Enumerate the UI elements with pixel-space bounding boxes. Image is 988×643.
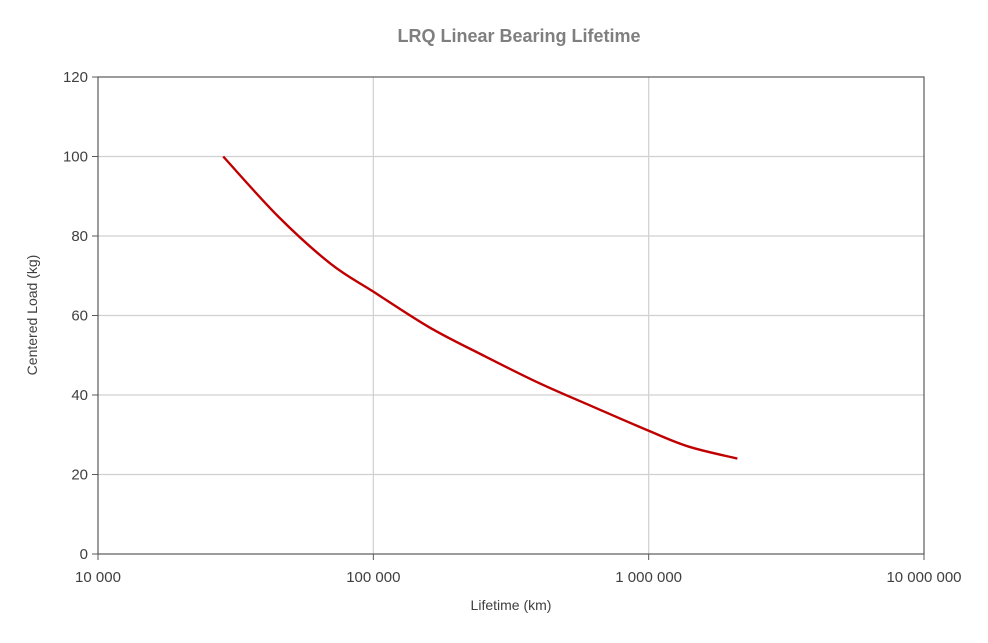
x-tick-label: 1 000 000 (615, 569, 682, 586)
series-layer (222, 155, 738, 460)
y-tick-label: 40 (71, 387, 88, 404)
x-tick-label: 100 000 (346, 569, 400, 586)
y-tick-label: 60 (71, 308, 88, 325)
y-tick-label: 20 (71, 467, 88, 484)
chart-title: LRQ Linear Bearing Lifetime (397, 26, 640, 46)
y-tick-label: 120 (63, 69, 88, 86)
tick-labels: 0 20 40 60 80 100 120 10 000 100 000 1 000 000 10 … (63, 69, 962, 586)
y-axis-label: Centered Load (kg) (24, 255, 40, 376)
x-tick-label: 10 000 (75, 569, 121, 586)
grid (98, 77, 924, 554)
y-tick-label: 0 (80, 546, 88, 563)
y-tick-label: 100 (63, 149, 88, 166)
x-tick-label: 10 000 000 (886, 569, 961, 586)
series-line (222, 155, 738, 460)
y-tick-label: 80 (71, 228, 88, 245)
x-axis-label: Lifetime (km) (471, 597, 552, 613)
